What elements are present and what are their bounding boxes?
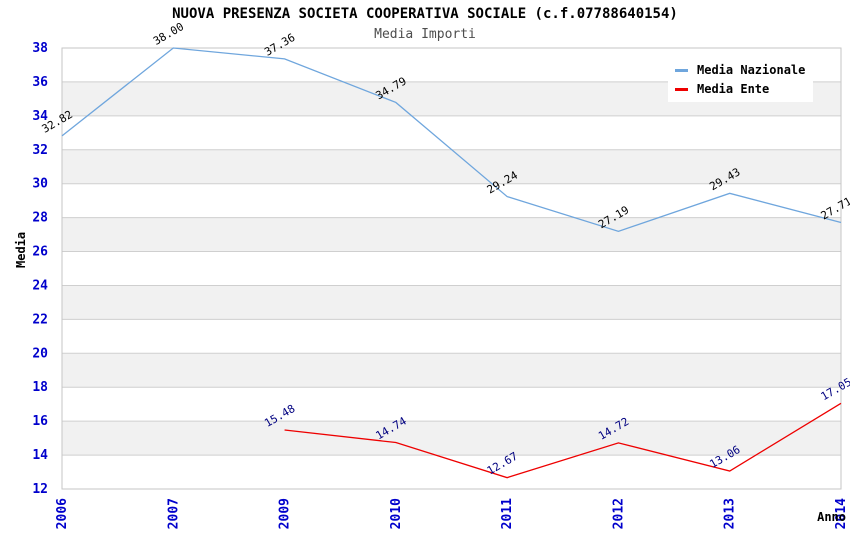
- y-tick-label: 38: [32, 41, 48, 56]
- plot-band: [62, 285, 841, 320]
- x-tick-label: 2014: [834, 498, 849, 529]
- plot-band: [62, 217, 841, 252]
- y-tick-label: 28: [32, 211, 48, 226]
- plot-border: [61, 47, 842, 490]
- plot-band: [62, 183, 841, 218]
- x-tick-label: 2009: [278, 498, 293, 529]
- legend-item-media-nazionale: Media Nazionale: [675, 62, 805, 78]
- y-tick-label: 26: [32, 245, 48, 260]
- y-tick-label: 32: [32, 143, 48, 158]
- y-tick-label: 12: [32, 482, 48, 497]
- series-line-media-ente: [284, 402, 842, 479]
- y-axis-title: Media: [14, 231, 28, 268]
- legend-item-media-ente: Media Ente: [675, 81, 805, 97]
- x-tick-label: 2010: [389, 498, 404, 529]
- plot-band: [62, 319, 841, 354]
- y-tick-label: 36: [32, 75, 48, 90]
- plot-band: [62, 387, 841, 422]
- plot-band: [62, 149, 841, 184]
- x-tick-label: 2007: [166, 498, 181, 529]
- legend: Media Nazionale Media Ente: [668, 57, 814, 102]
- legend-item-label: Media Ente: [697, 82, 770, 96]
- y-tick-label: 14: [32, 448, 48, 463]
- y-tick-label: 22: [32, 312, 48, 327]
- plot-band: [62, 251, 841, 286]
- y-tick-label: 30: [32, 177, 48, 192]
- x-tick-label: 2006: [55, 498, 70, 529]
- legend-line-sample-icon: [675, 68, 688, 72]
- plot-band: [62, 115, 841, 150]
- y-tick-label: 24: [32, 278, 48, 293]
- point-label: 38.00: [151, 20, 186, 48]
- chart-subtitle: Media Importi: [374, 27, 476, 42]
- y-tick-label: 18: [32, 380, 48, 395]
- plot-band: [62, 353, 841, 388]
- y-tick-label: 16: [32, 414, 48, 429]
- x-tick-label: 2013: [723, 498, 738, 529]
- x-tick-label: 2011: [500, 498, 515, 529]
- y-tick-label: 20: [32, 346, 48, 361]
- series-line-media-nazionale: [61, 47, 842, 233]
- x-axis-title: Anno: [817, 510, 846, 524]
- chart-title: NUOVA PRESENZA SOCIETA COOPERATIVA SOCIA…: [172, 6, 678, 22]
- legend-item-label: Media Nazionale: [697, 63, 806, 77]
- plot-band: [62, 421, 841, 456]
- legend-line-sample-icon: [675, 87, 688, 91]
- y-tick-label: 34: [32, 109, 48, 124]
- x-tick-label: 2012: [611, 498, 626, 529]
